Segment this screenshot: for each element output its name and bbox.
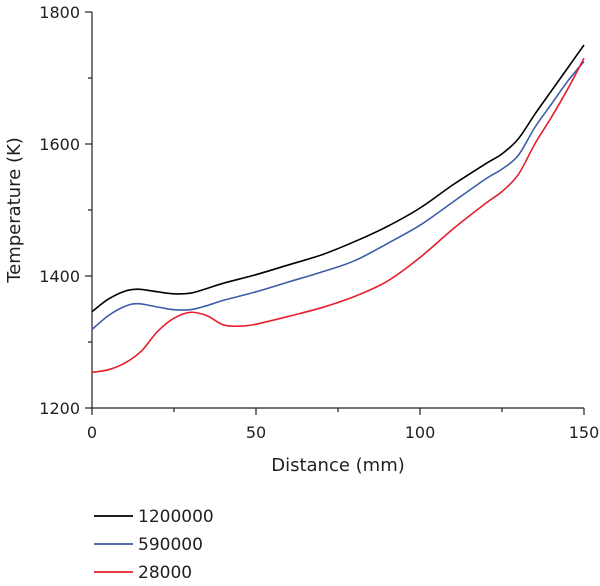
legend-label-1: 590000 [138,535,203,555]
y-tick-label: 1800 [39,3,80,22]
legend: 1200000 590000 28000 [94,507,214,583]
x-tick-label: 100 [405,423,436,442]
x-tick-label: 150 [569,423,600,442]
x-tick-label: 0 [87,423,97,442]
series-line-2 [91,57,585,374]
x-axis-label: Distance (mm) [271,455,405,476]
axes: 1200 1400 1600 1800 0 50 100 150 [39,3,599,442]
y-axis-label: Temperature (K) [4,137,25,284]
legend-label-2: 28000 [138,563,192,583]
y-tick-label: 1200 [39,399,80,418]
y-tick-label: 1600 [39,135,80,154]
series-line-0 [91,44,585,313]
x-tick-label: 50 [246,423,266,442]
legend-label-0: 1200000 [138,507,214,527]
y-tick-label: 1400 [39,267,80,286]
series-lines [91,44,585,374]
series-line-1 [91,60,585,331]
